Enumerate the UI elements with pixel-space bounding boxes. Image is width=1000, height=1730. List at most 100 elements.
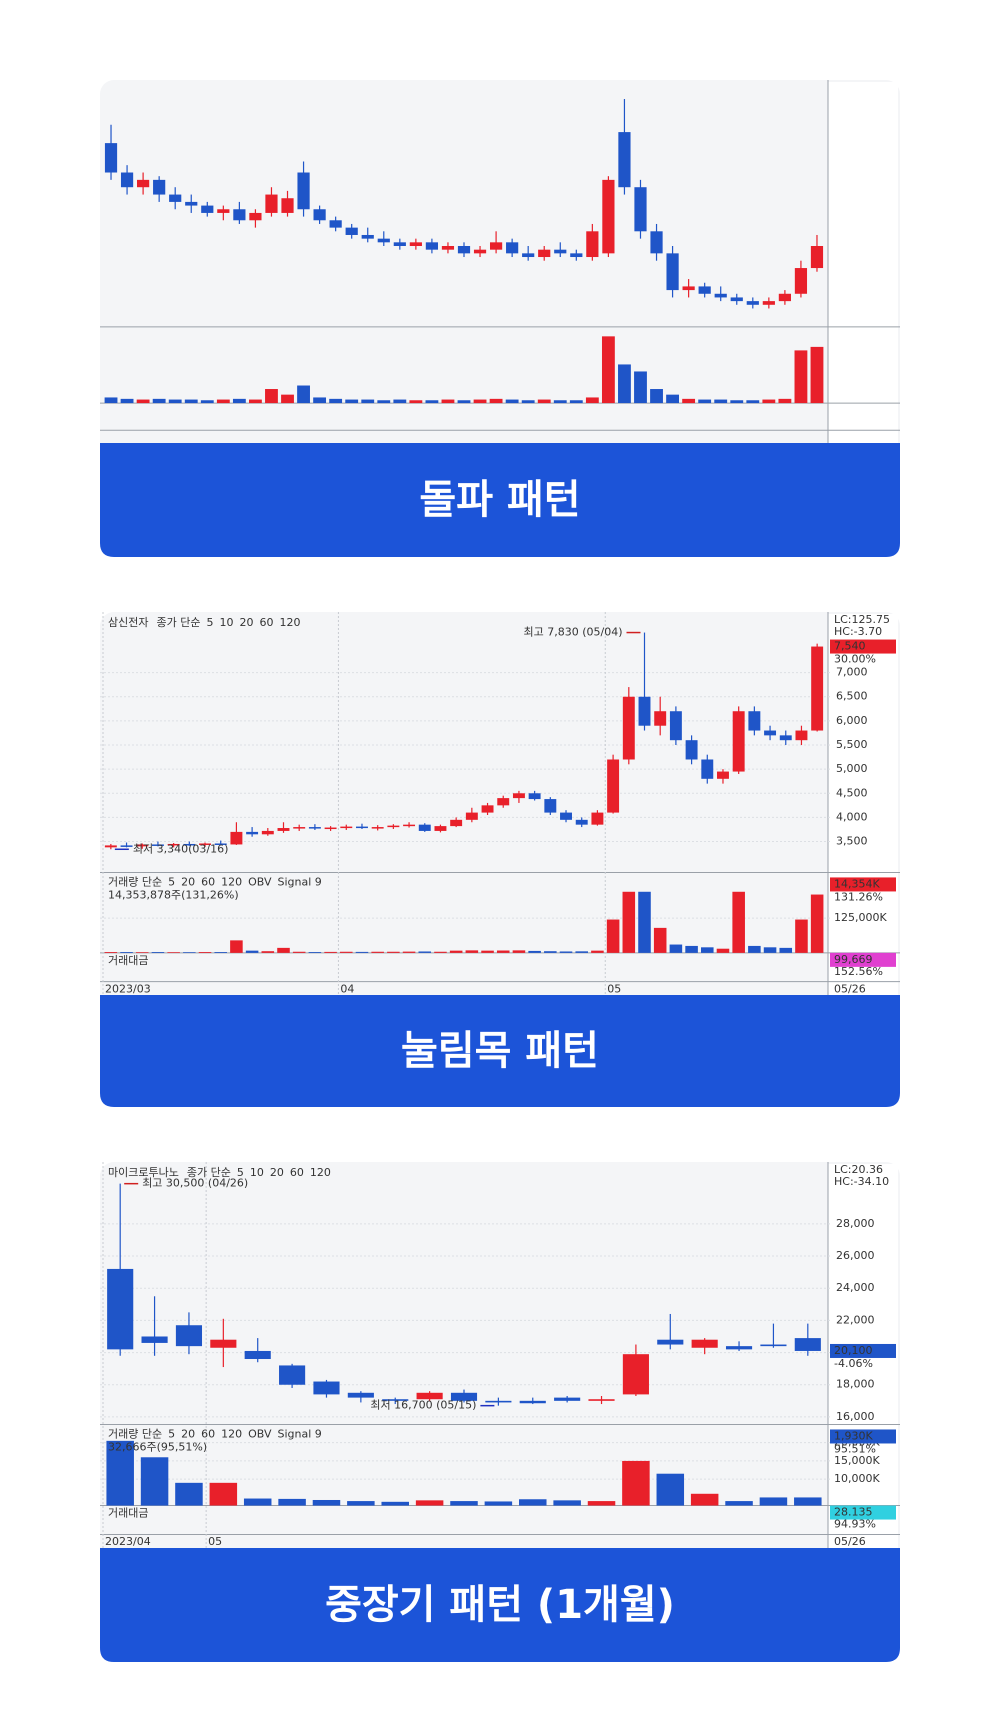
volume-bar (151, 952, 165, 953)
candle-body (544, 799, 557, 813)
candle-body (313, 1381, 340, 1395)
volume-bar (521, 400, 535, 404)
volume-bar (120, 398, 134, 404)
candle-body (450, 1392, 478, 1401)
candle-body (249, 212, 262, 221)
volume-bar (136, 399, 150, 404)
candle-body (450, 819, 463, 827)
volume-bar (528, 950, 541, 953)
candle-body (393, 242, 406, 247)
volume-info: 32,666주(95,51%) (108, 1440, 207, 1453)
candle-body (560, 812, 572, 820)
lc-label: LC:125.75 (834, 613, 890, 626)
candle-body (473, 249, 487, 254)
volume-bar (591, 950, 604, 953)
candle-body (685, 740, 698, 760)
legend-item: 120 (221, 1427, 242, 1440)
volume-bar (409, 400, 423, 404)
amount-label: 거래대금 (108, 1507, 148, 1520)
candle-body (732, 711, 745, 772)
legend-item: OBV (248, 875, 272, 888)
candle-body (371, 827, 384, 829)
volume-bar (457, 400, 471, 404)
x-tick-label: 05/26 (834, 1535, 866, 1548)
volume-bar (209, 1482, 238, 1506)
volume-bar (104, 397, 118, 404)
candle-body (570, 253, 583, 258)
volume-bar (622, 1460, 650, 1506)
volume-bar (587, 1501, 616, 1506)
hc-label: HC:-3.70 (834, 625, 882, 638)
candle-body (528, 793, 541, 800)
candle-body (554, 1397, 581, 1401)
volume-bar (465, 950, 479, 953)
y-tick-label: 16,000 (836, 1410, 875, 1423)
candle-body (682, 286, 695, 291)
candle-body (167, 843, 180, 846)
candle-body (538, 249, 551, 258)
legend-item: 종가 단순 (156, 616, 200, 629)
value-tag (830, 1343, 896, 1358)
volume-bar (763, 947, 777, 953)
volume-bar (265, 389, 278, 404)
candle-body (377, 238, 390, 243)
candle-body (588, 1399, 615, 1401)
volume-tick-label: 10,000K (834, 1472, 880, 1485)
candle-body (136, 844, 149, 847)
legend-item: 거래량 단순 (108, 875, 162, 888)
candle-body (638, 696, 651, 726)
legend-item: 5 (168, 875, 175, 888)
caption-band (100, 443, 900, 557)
volume-bar (340, 951, 353, 953)
x-tick-label: 04 (340, 982, 354, 995)
change-label: 94.93% (834, 1518, 876, 1531)
candle-body (760, 1344, 787, 1347)
volume-bar (496, 950, 510, 953)
volume-bar (690, 1493, 719, 1506)
y-tick-label: 4,500 (836, 786, 868, 799)
candle-body (554, 249, 567, 254)
candle-body (361, 234, 374, 239)
volume-bar (449, 950, 463, 953)
volume-bar (606, 919, 620, 953)
legend-item: 60 (290, 1166, 304, 1179)
volume-bar (484, 1501, 513, 1506)
candle-body (425, 242, 439, 250)
candle-body (279, 1365, 306, 1385)
x-tick-label: 05/26 (834, 982, 866, 995)
candle-body (512, 793, 525, 799)
candle-body (120, 845, 133, 847)
candle-body (308, 827, 321, 829)
change-label: 30.00% (834, 653, 876, 666)
candle-body (277, 828, 290, 831)
candle-body (347, 1392, 374, 1398)
candle-body (586, 231, 599, 258)
volume-bar (245, 950, 259, 953)
volume-bar (569, 400, 583, 404)
candle-body (183, 843, 196, 846)
candle-body (210, 1339, 237, 1348)
volume-bar (481, 950, 494, 953)
candle-body (214, 843, 227, 845)
volume-bar (519, 1499, 547, 1506)
volume-bar (261, 951, 275, 953)
right-axis (828, 614, 898, 995)
candle-body (246, 831, 259, 835)
volume-bar (393, 399, 407, 404)
y-tick-label: 5,000 (836, 762, 868, 775)
legend-item: 120 (279, 616, 300, 629)
volume-bar (425, 400, 439, 404)
y-tick-label: 18,000 (836, 1378, 875, 1391)
candle-body (107, 1268, 134, 1350)
candle-body (104, 845, 117, 848)
value-tag-text: 99,669 (834, 953, 873, 966)
volume-bar (415, 1500, 444, 1506)
volume-tick-label: 125,000K (834, 911, 887, 924)
volume-bar (553, 1500, 581, 1506)
candle-body (779, 735, 792, 741)
volume-bar (104, 952, 118, 953)
candle-body (602, 179, 615, 254)
volume-bar (152, 398, 166, 404)
candle-body (233, 209, 246, 221)
annotation: 최저 16,700 (05/15) (370, 1399, 476, 1412)
